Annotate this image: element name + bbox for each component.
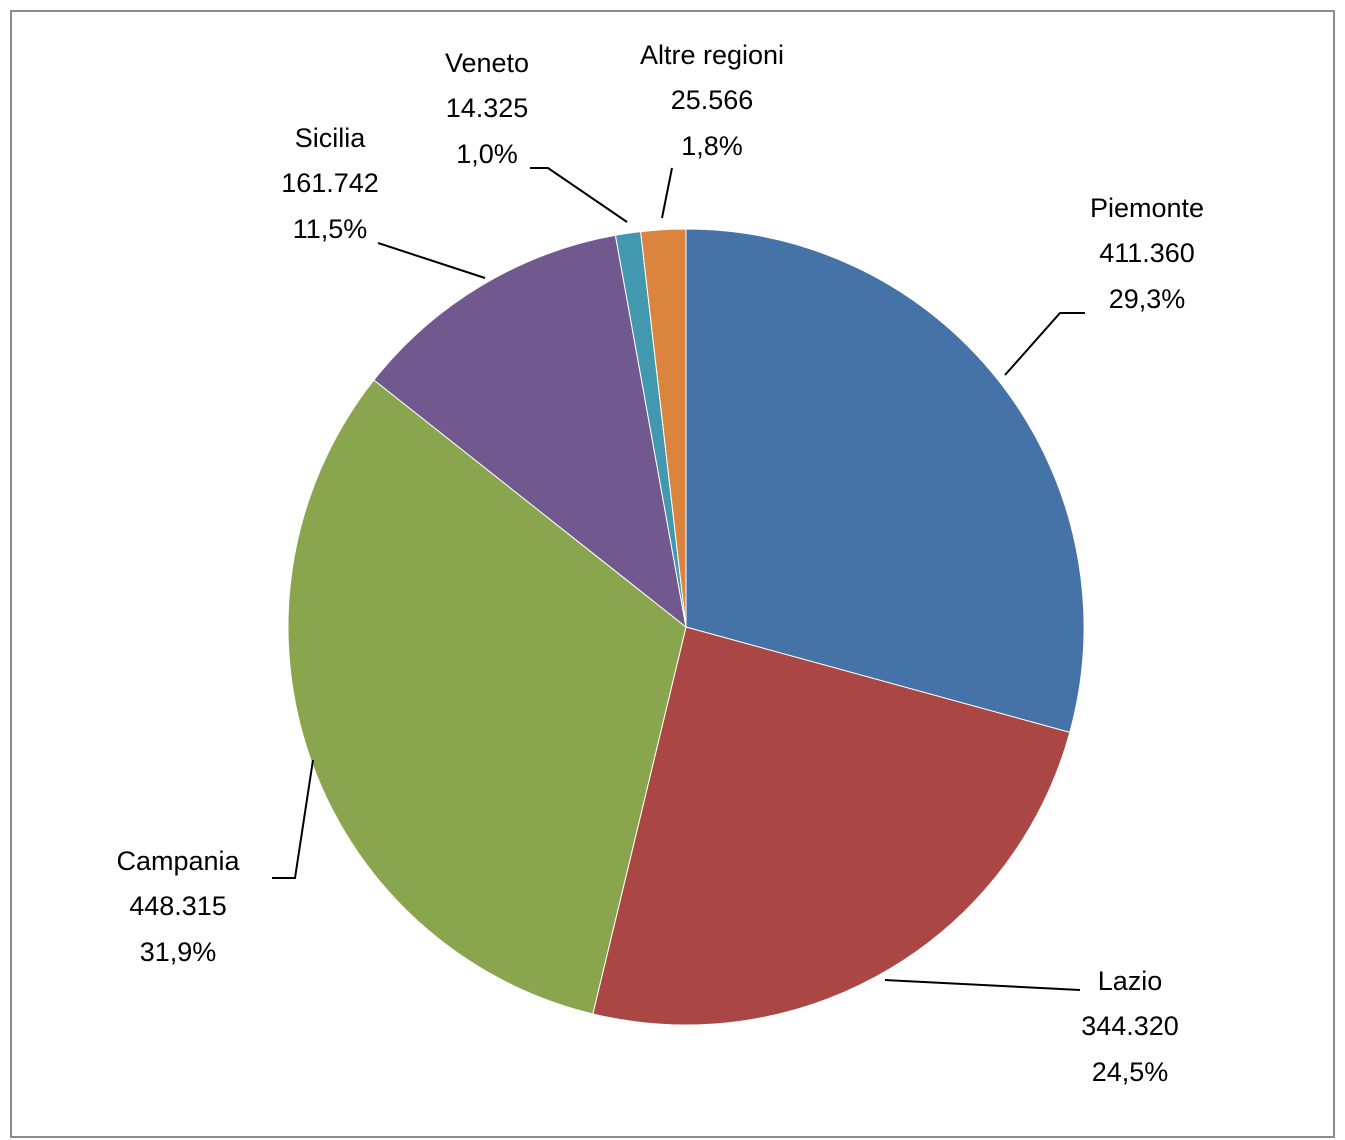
slice-label: Campania [116,846,240,876]
leader-line [661,167,673,219]
slice-value: 344.320 [1081,1011,1179,1041]
slice-percent: 11,5% [293,214,368,244]
pie-slice [685,228,1085,734]
slice-label: Piemonte [1090,193,1204,223]
pie-slice [373,234,687,629]
slice-percent: 24,5% [1092,1057,1169,1087]
slice-percent: 29,3% [1109,284,1186,314]
slice-label: Sicilia [295,123,367,153]
slice-percent: 31,9% [140,937,217,967]
pie-slice [287,379,687,1015]
slice-label: Veneto [445,48,529,78]
pie-slice [592,626,1071,1026]
slice-percent: 1,0% [456,139,518,169]
slice-value: 14.325 [446,93,529,123]
leader-line [272,759,314,879]
slice-value: 411.360 [1099,238,1195,268]
leader-line [884,979,1081,991]
leader-line [1004,312,1085,376]
leader-line [377,242,486,279]
slice-label: Lazio [1098,966,1163,996]
leader-line [530,167,628,223]
slice-value: 161.742 [281,168,379,198]
pie-slice [640,228,687,628]
slice-value: 448.315 [129,891,227,921]
slice-value: 25.566 [671,85,754,115]
slice-label: Altre regioni [640,40,784,70]
slice-percent: 1,8% [681,131,743,161]
